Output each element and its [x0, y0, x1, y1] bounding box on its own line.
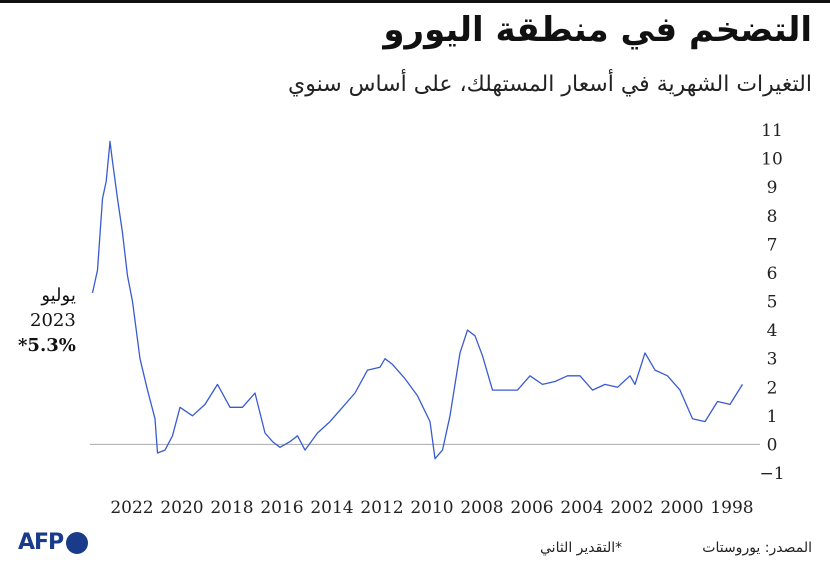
- x-tick-label: 2022: [110, 498, 153, 518]
- y-tick-label: 5: [767, 293, 778, 313]
- chart-title: التضخم في منطقة اليورو: [383, 10, 812, 50]
- chart-subtitle: التغيرات الشهرية في أسعار المستهلك، على …: [288, 72, 812, 97]
- source-note: المصدر: يوروستات: [702, 540, 812, 556]
- afp-logo-dot-icon: [66, 531, 89, 554]
- afp-logo: AFP: [18, 530, 89, 555]
- annotation-month: يوليو: [41, 285, 76, 306]
- x-tick-label: 2012: [360, 498, 403, 518]
- afp-logo-text: AFP: [18, 530, 64, 555]
- x-tick-label: 2008: [460, 498, 503, 518]
- y-tick-label: 9: [767, 178, 778, 198]
- y-tick-label: 1: [767, 407, 778, 427]
- y-tick-label: 8: [767, 207, 778, 227]
- y-tick-label: 10: [761, 150, 783, 170]
- estimate-note: *التقدير الثاني: [540, 540, 623, 556]
- x-tick-label: 2010: [410, 498, 453, 518]
- y-tick-label: 4: [767, 321, 778, 341]
- y-tick-label: 2: [767, 378, 778, 398]
- x-tick-label: 2000: [660, 498, 703, 518]
- x-tick-label: 2016: [260, 498, 303, 518]
- x-tick-label: 2002: [610, 498, 653, 518]
- x-tick-label: 2018: [210, 498, 253, 518]
- latest-value-annotation: يوليو 2023 *5.3%: [18, 283, 76, 358]
- y-tick-label: 3: [767, 350, 778, 370]
- y-tick-label: −1: [759, 464, 784, 484]
- x-tick-label: 2006: [510, 498, 553, 518]
- annotation-value: *5.3%: [18, 335, 76, 356]
- x-tick-label: 2004: [560, 498, 603, 518]
- x-tick-label: 1998: [710, 498, 753, 518]
- top-rule: [0, 0, 830, 3]
- annotation-year: 2023: [30, 310, 76, 331]
- y-tick-label: 7: [767, 235, 778, 255]
- y-tick-label: 6: [767, 264, 778, 284]
- x-tick-label: 2020: [160, 498, 203, 518]
- x-tick-label: 2014: [310, 498, 353, 518]
- inflation-series-line: [91, 140, 744, 460]
- y-tick-label: 11: [761, 121, 783, 141]
- y-tick-label: 0: [767, 435, 778, 455]
